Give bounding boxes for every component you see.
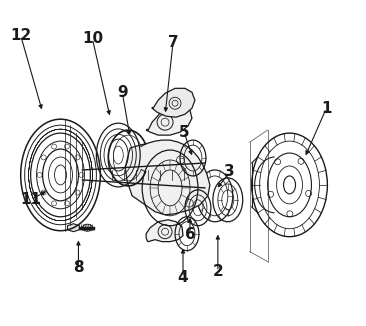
Text: 1: 1 xyxy=(321,101,332,116)
Text: 12: 12 xyxy=(10,28,31,43)
Polygon shape xyxy=(146,107,192,135)
Polygon shape xyxy=(125,140,210,215)
Text: 6: 6 xyxy=(184,227,195,242)
Text: 11: 11 xyxy=(20,192,41,207)
Polygon shape xyxy=(146,220,183,242)
Text: 8: 8 xyxy=(73,260,84,275)
Text: 4: 4 xyxy=(178,270,188,285)
Text: 7: 7 xyxy=(168,35,178,50)
Polygon shape xyxy=(67,224,79,232)
Text: 5: 5 xyxy=(179,125,189,140)
Text: 3: 3 xyxy=(224,164,235,179)
Text: 2: 2 xyxy=(213,264,223,279)
Polygon shape xyxy=(152,88,195,117)
Text: 10: 10 xyxy=(82,31,103,46)
Text: 9: 9 xyxy=(117,85,128,100)
